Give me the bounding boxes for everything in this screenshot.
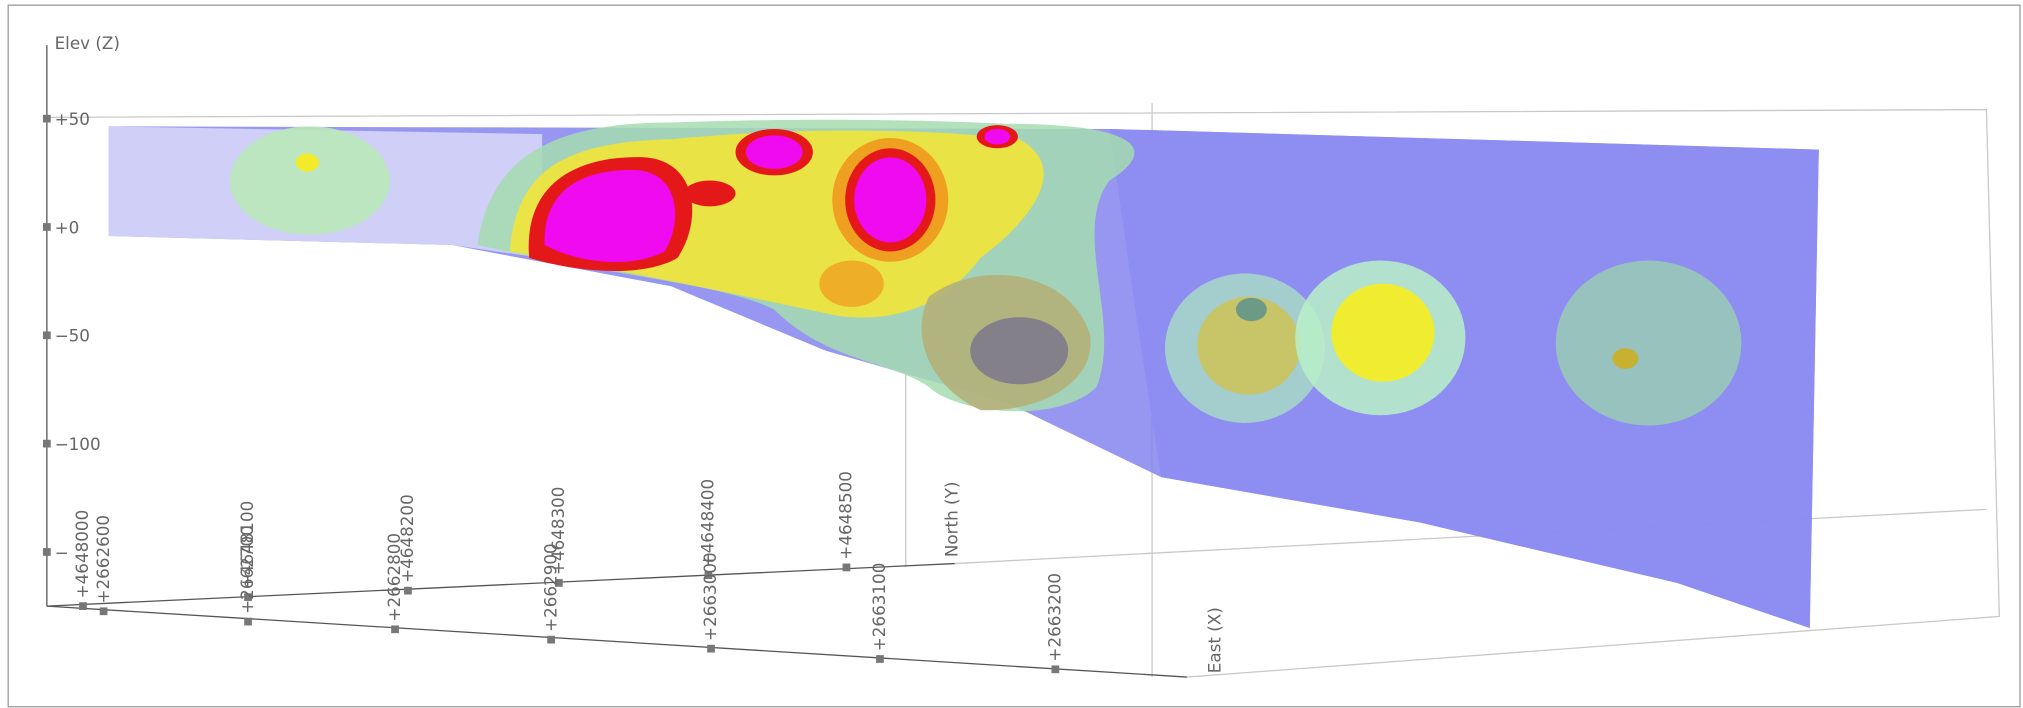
z-tick-label: − [55, 542, 69, 562]
east-tick [1051, 665, 1060, 674]
north-tick-label: +4648500 [836, 471, 856, 560]
east-tick-label: +2662600 [93, 515, 113, 604]
east-tick-label: +2663100 [869, 563, 889, 652]
east-tick [876, 655, 884, 663]
z-tick-label: +0 [55, 217, 80, 237]
north-axis-line [46, 562, 955, 607]
east-tick [707, 644, 715, 653]
north-tick [554, 579, 563, 587]
east-tick [99, 607, 108, 616]
north-axis-label: North (Y) [941, 482, 961, 557]
east-tick [391, 625, 399, 634]
north-tick [404, 586, 412, 595]
east-tick-label: +2663200 [1045, 573, 1065, 662]
north-tick [244, 593, 252, 601]
viewport-frame [7, 4, 2021, 708]
north-tick [704, 571, 713, 580]
z-tick [42, 439, 51, 448]
north-tick-label: +4648000 [72, 510, 92, 599]
z-axis-label: Elev (Z) [55, 33, 120, 53]
z-tick [42, 114, 51, 123]
north-tick-label: +4648200 [397, 494, 417, 583]
north-tick [79, 602, 87, 610]
east-axis-line [46, 605, 1187, 678]
east-tick [547, 635, 555, 644]
z-tick-label: −50 [55, 326, 90, 346]
east-tick-label: +2662700 [237, 525, 257, 614]
north-tick [842, 563, 851, 572]
east-tick-label: +2663000 [700, 552, 720, 641]
east-axis-label: East (X) [1204, 607, 1224, 673]
z-tick [42, 223, 51, 231]
axis-ticks: +50 +0 −50 −100 − +4648000 +4648100 +4648200 +46… [42, 109, 1224, 674]
z-tick [42, 331, 51, 340]
east-tick-label: +2662900 [540, 543, 560, 632]
east-tick [244, 617, 252, 626]
north-tick-label: +4648400 [698, 479, 718, 568]
east-tick-label: +2662800 [384, 533, 404, 622]
north-tick-label: +4648100 [237, 501, 257, 590]
north-tick-label: +4648300 [548, 487, 568, 576]
z-tick-label: +50 [55, 109, 90, 129]
isosurfaces [229, 119, 1742, 426]
z-tick [42, 548, 51, 556]
z-tick-label: −100 [55, 434, 101, 454]
